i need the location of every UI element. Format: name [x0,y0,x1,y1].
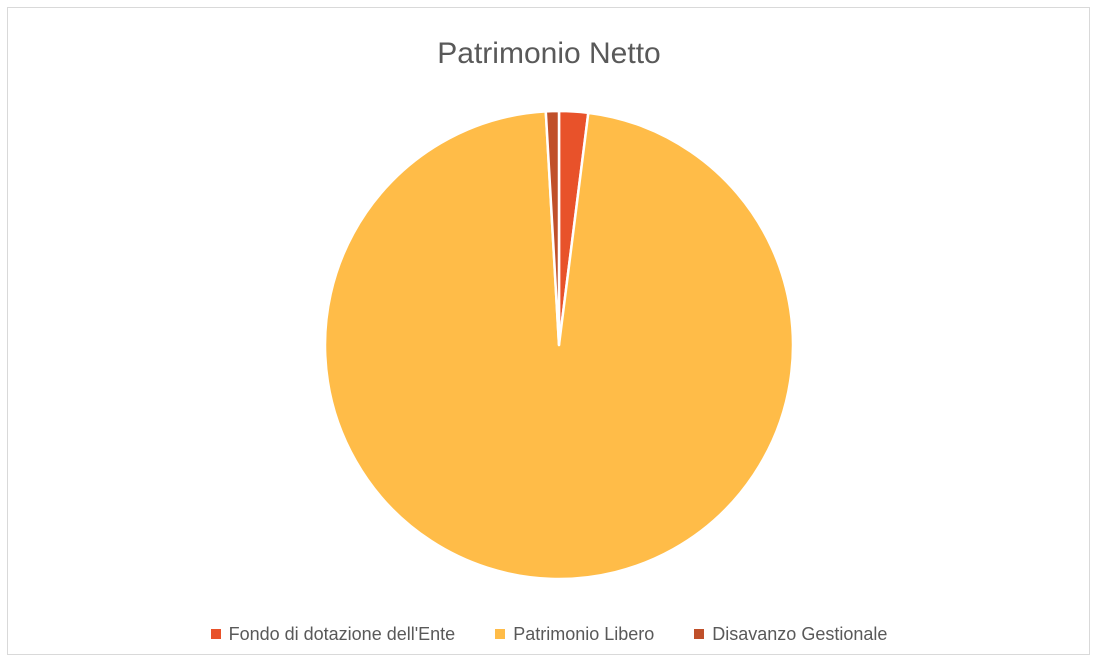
legend-item-disavanzo-gestionale: Disavanzo Gestionale [694,624,887,645]
legend-swatch-patrimonio-libero [495,629,506,639]
legend-swatch-disavanzo-gestionale [694,629,705,639]
chart-title: Patrimonio Netto [437,37,661,70]
legend-item-patrimonio-libero: Patrimonio Libero [495,624,654,645]
legend-label-disavanzo-gestionale: Disavanzo Gestionale [712,623,888,644]
pie-slice-disavanzo-gestionale [544,109,561,347]
legend: Fondo di dotazione dell'Ente Patrimonio … [0,619,1098,649]
legend-label-patrimonio-libero: Patrimonio Libero [513,623,655,644]
legend-label-fondo-di-dotazione: Fondo di dotazione dell'Ente [228,623,456,644]
legend-item-fondo-di-dotazione: Fondo di dotazione dell'Ente [210,623,456,645]
legend-swatch-fondo-di-dotazione [210,629,221,639]
